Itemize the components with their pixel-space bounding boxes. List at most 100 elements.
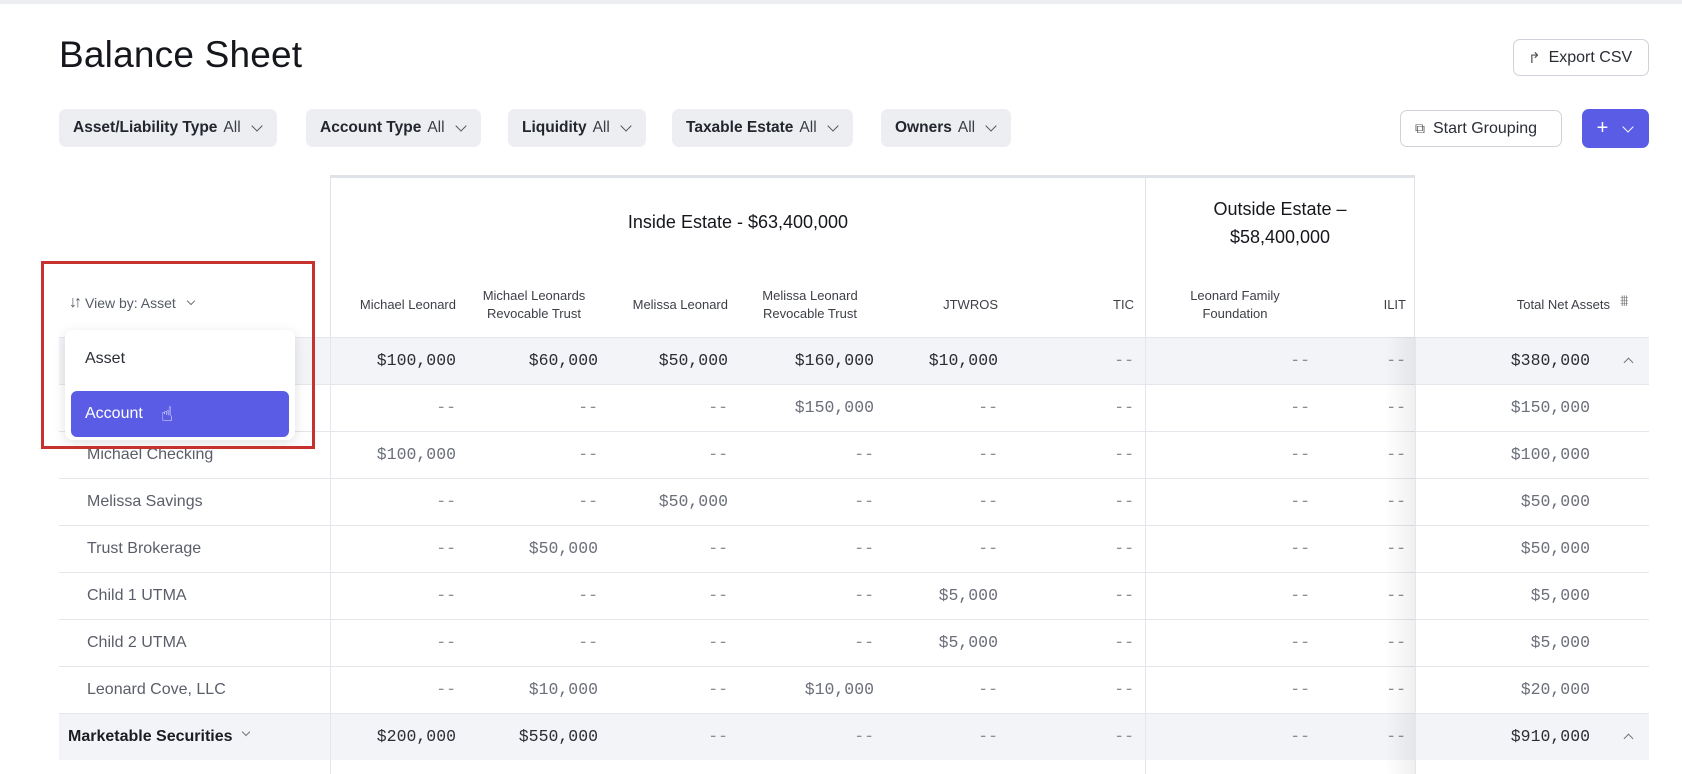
value-cell: -- xyxy=(1290,633,1310,652)
view-by-option-account[interactable]: Account ☝ xyxy=(71,391,289,437)
value-cell: $10,000 xyxy=(928,351,998,370)
filter-label: Taxable Estate xyxy=(686,119,794,136)
add-menu-button[interactable]: + xyxy=(1582,109,1649,148)
filter-account-type[interactable]: Account Type All xyxy=(306,109,481,147)
value-cell: -- xyxy=(708,586,728,605)
value-cell: -- xyxy=(436,539,456,558)
start-grouping-label: Start Grouping xyxy=(1433,119,1538,137)
table-row[interactable]: Child 2 UTMA--------$5,000------$5,000 xyxy=(59,619,1649,666)
total-cell: $100,000 xyxy=(1510,445,1590,464)
value-cell: -- xyxy=(1114,492,1134,511)
row-name: Michael Checking xyxy=(87,446,214,463)
col-header-ilit[interactable]: ILIT xyxy=(1383,297,1406,312)
col-header-line: Leonard Family xyxy=(1190,288,1280,303)
export-csv-button[interactable]: ↱ Export CSV xyxy=(1513,39,1649,76)
row-name: Melissa Savings xyxy=(87,493,203,510)
filter-label: Account Type xyxy=(320,119,422,136)
value-cell: -- xyxy=(1296,633,1406,652)
chevron-up-icon[interactable] xyxy=(1623,733,1634,744)
table-row[interactable]: Child 1 UTMA--------$5,000------$5,000 xyxy=(59,572,1649,619)
ilit-column-shadow xyxy=(1385,337,1415,774)
value-cell: $50,000 xyxy=(658,351,728,370)
col-header-tic[interactable]: TIC xyxy=(1113,297,1134,312)
value-cell: -- xyxy=(1290,492,1310,511)
total-cell: $20,000 xyxy=(1520,680,1590,699)
filter-liquidity[interactable]: Liquidity All xyxy=(508,109,646,147)
top-divider xyxy=(0,0,1682,4)
outside-estate-title-line2: $58,400,000 xyxy=(1229,227,1331,247)
value-cell: -- xyxy=(1114,539,1134,558)
filter-asset-liability-type[interactable]: Asset/Liability Type All xyxy=(59,109,277,147)
row-name: Marketable Securities xyxy=(68,728,233,745)
highlight-box xyxy=(41,261,315,449)
start-grouping-button[interactable]: ⧉ Start Grouping xyxy=(1400,110,1562,147)
hand-pointer-icon: ☝ xyxy=(160,403,173,426)
value-cell: -- xyxy=(578,398,598,417)
table-row[interactable]: Michael Checking$100,000--------------$1… xyxy=(59,431,1649,478)
col-header-melissa-leonard[interactable]: Melissa Leonard xyxy=(632,297,728,312)
value-cell: -- xyxy=(1114,351,1134,370)
filter-owners[interactable]: Owners All xyxy=(881,109,1012,147)
col-header-jtwros[interactable]: JTWROS xyxy=(943,297,998,312)
total-cell: $50,000 xyxy=(1520,492,1590,511)
col-header-leonard-family-foundation[interactable]: Leonard Family Foundation xyxy=(1160,287,1310,323)
view-by-option-asset[interactable]: Asset xyxy=(71,336,289,382)
filter-taxable-estate[interactable]: Taxable Estate All xyxy=(672,109,853,147)
column-settings-icon[interactable]: ⩩ xyxy=(1620,293,1629,310)
value-cell: -- xyxy=(1114,633,1134,652)
inside-estate-title: Inside Estate - $63,400,000 xyxy=(627,212,849,232)
value-cell: -- xyxy=(1114,680,1134,699)
value-cell: -- xyxy=(436,633,456,652)
table-group-row[interactable]: Marketable Securities $200,000 $550,000 -- -… xyxy=(59,713,1649,760)
value-cell: -- xyxy=(1114,727,1134,746)
view-by-dropdown: Asset Account ☝ xyxy=(65,330,295,440)
table-row[interactable]: Leonard Cove, LLC -- $10,000 -- $10,000 -- -- -… xyxy=(59,666,1649,713)
filter-value: All xyxy=(799,119,817,136)
value-cell: -- xyxy=(1290,539,1310,558)
value-cell: -- xyxy=(1290,445,1310,464)
plus-icon: + xyxy=(1596,117,1609,139)
view-by-select[interactable]: ↓↑ View by: Asset xyxy=(69,294,196,312)
col-header-michael-leonard[interactable]: Michael Leonard xyxy=(359,297,456,312)
value-cell: -- xyxy=(1114,445,1134,464)
value-cell: $60,000 xyxy=(528,351,598,370)
chevron-down-icon xyxy=(1622,120,1635,133)
value-cell: -- xyxy=(1290,586,1310,605)
total-cell: $150,000 xyxy=(1510,398,1590,417)
value-cell: -- xyxy=(436,398,456,417)
total-cell: $5,000 xyxy=(1530,586,1590,605)
value-cell: -- xyxy=(978,727,998,746)
chevron-down-icon xyxy=(454,120,467,132)
value-cell: -- xyxy=(1296,680,1406,699)
chevron-down-icon[interactable] xyxy=(241,727,251,737)
col-header-michael-leonards-trust[interactable]: Michael Leonards Revocable Trust xyxy=(470,287,598,323)
value-cell: -- xyxy=(1290,680,1310,699)
value-cell: -- xyxy=(1296,492,1406,511)
table-row[interactable]: Melissa Savings----$50,000----------$50,… xyxy=(59,478,1649,525)
col-header-melissa-leonard-trust[interactable]: Melissa Leonard Revocable Trust xyxy=(746,287,874,323)
value-cell: $200,000 xyxy=(376,727,456,746)
value-cell: $10,000 xyxy=(804,680,874,699)
outside-estate-group-header: Outside Estate – $58,400,000 xyxy=(1145,175,1415,337)
table-group-row[interactable]: $100,000 $60,000 $50,000 $160,000 $10,000 -- -… xyxy=(59,337,1649,384)
value-cell: -- xyxy=(436,680,456,699)
page-title: Balance Sheet xyxy=(59,34,303,75)
value-cell: -- xyxy=(978,492,998,511)
table-row[interactable]: ------$150,000--------$150,000 xyxy=(59,384,1649,431)
export-csv-label: Export CSV xyxy=(1548,48,1633,66)
col-header-total-net-assets[interactable]: Total Net Assets xyxy=(1470,296,1610,314)
value-cell: -- xyxy=(1296,539,1406,558)
row-name: Leonard Cove, LLC xyxy=(87,681,226,698)
total-cell: $5,000 xyxy=(1530,633,1590,652)
value-cell: $100,000 xyxy=(376,351,456,370)
chevron-up-icon[interactable] xyxy=(1623,357,1634,368)
option-label: Asset xyxy=(85,350,126,367)
total-cell: $380,000 xyxy=(1510,351,1590,370)
value-cell: -- xyxy=(708,680,728,699)
outside-estate-title: Outside Estate – $58,400,000 xyxy=(1146,195,1414,251)
value-cell: -- xyxy=(1296,445,1406,464)
value-cell: -- xyxy=(708,445,728,464)
value-cell: -- xyxy=(978,398,998,417)
table-row[interactable]: Trust Brokerage--$50,000------------$50,… xyxy=(59,525,1649,572)
value-cell: $100,000 xyxy=(376,445,456,464)
